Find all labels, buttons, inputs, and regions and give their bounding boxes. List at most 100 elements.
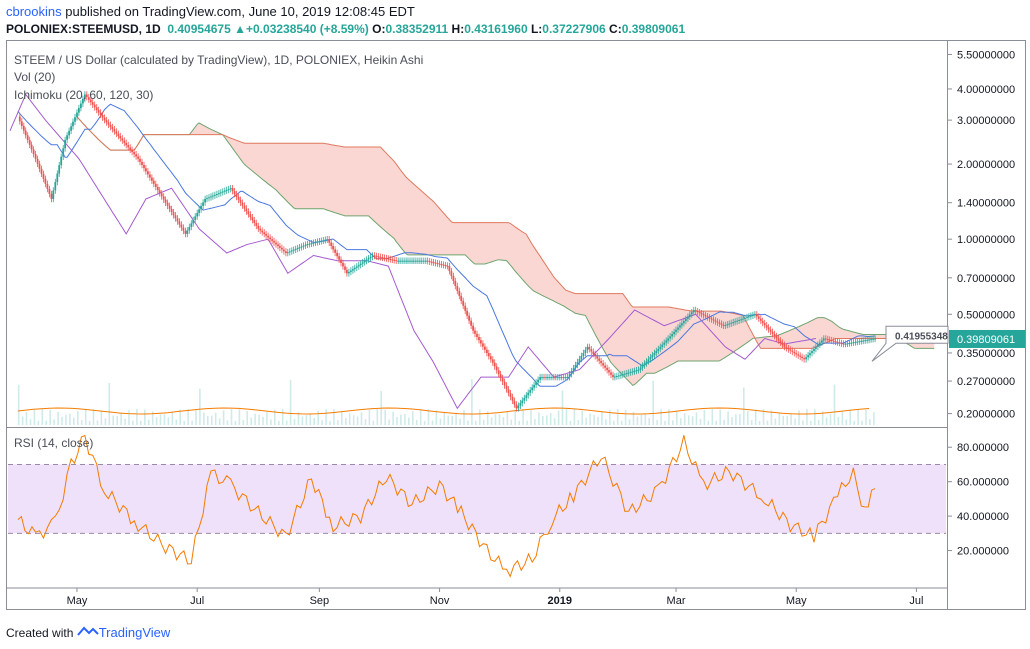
volume-bar: [333, 409, 335, 425]
volume-bar: [376, 409, 379, 425]
time-tick-label: Nov: [430, 595, 450, 607]
candle-body: [271, 239, 273, 241]
volume-bar: [711, 409, 714, 425]
author-link[interactable]: cbrookins: [6, 4, 62, 19]
pane-separator[interactable]: [6, 427, 948, 428]
candle-body: [196, 212, 199, 217]
volume-bar: [317, 410, 319, 425]
candle-body: [649, 357, 652, 360]
volume-bar: [88, 421, 91, 425]
candle-body: [807, 355, 809, 358]
volume-bar: [69, 413, 71, 425]
candle-body: [799, 355, 802, 357]
candle-body: [696, 311, 699, 313]
time-tick-label: Jul: [909, 595, 923, 607]
candle-body: [32, 149, 35, 155]
ichimoku-legend[interactable]: Ichimoku (20, 60, 120, 30): [14, 88, 154, 102]
main-legend[interactable]: STEEM / US Dollar (calculated by Trading…: [14, 53, 424, 67]
volume-bar: [624, 409, 627, 425]
candle-body: [68, 130, 70, 136]
open-value: 0.38352911: [385, 22, 449, 36]
volume-bar: [278, 420, 280, 425]
candle-body: [286, 252, 289, 254]
volume-bar: [762, 409, 765, 425]
candle-body: [395, 260, 398, 262]
candle-body: [740, 319, 742, 321]
candle-body: [582, 353, 585, 356]
price-axis[interactable]: [948, 40, 1026, 610]
candle-body: [312, 242, 315, 244]
candle-body: [789, 349, 792, 351]
candle-body: [89, 99, 92, 103]
candle-body: [513, 400, 516, 405]
volume-bar: [613, 420, 615, 425]
candle-body: [344, 266, 346, 270]
candle-body: [594, 353, 597, 357]
volume-bar: [644, 413, 647, 425]
volume-bar: [388, 419, 390, 425]
candle-body: [511, 396, 514, 401]
volume-bar: [297, 412, 300, 425]
volume-bar: [179, 409, 181, 425]
candle-body: [468, 315, 470, 321]
time-tick-label: May: [67, 595, 88, 607]
volume-bar: [214, 412, 217, 425]
high-label: H:: [451, 22, 465, 36]
volume-bar: [672, 420, 674, 425]
close-value: 0.39809061: [621, 22, 686, 36]
candle-body: [556, 377, 559, 379]
tradingview-logo-icon[interactable]: [76, 626, 99, 640]
candle-body: [407, 260, 409, 262]
volume-bar: [750, 419, 753, 425]
candle-body: [586, 346, 589, 350]
volume-bar: [526, 420, 528, 425]
candle-body: [168, 205, 171, 209]
volume-bar: [778, 412, 781, 425]
candle-body: [28, 140, 31, 145]
candle-body: [748, 316, 750, 318]
volume-bar: [565, 409, 568, 425]
candle-body: [24, 130, 27, 136]
volume-bar: [151, 411, 154, 425]
candle-body: [30, 144, 33, 150]
candle-body: [860, 340, 863, 342]
volume-legend[interactable]: Vol (20): [14, 70, 56, 84]
candle-body: [637, 369, 640, 371]
volume-bar: [57, 411, 59, 425]
candle-body: [275, 242, 277, 245]
candle-body: [129, 147, 132, 150]
candle-body: [432, 262, 435, 264]
candle-body: [505, 385, 508, 390]
candle-body: [769, 329, 772, 332]
symbol-name[interactable]: POLONIEX:STEEMUSD, 1D: [6, 22, 161, 36]
candle-body: [598, 358, 601, 361]
volume-bar: [628, 419, 631, 425]
rsi-legend[interactable]: RSI (14, close): [14, 436, 94, 450]
candle-body: [253, 220, 256, 223]
candle-body: [763, 323, 766, 326]
candle-body: [858, 341, 861, 343]
candle-body: [184, 230, 187, 234]
tradingview-brand[interactable]: TradingView: [98, 625, 171, 640]
candle-body: [434, 262, 437, 264]
volume-bar: [774, 418, 777, 425]
candle-body: [710, 318, 713, 320]
price-tick-label: 0.20000000: [957, 409, 1015, 421]
volume-bar: [132, 420, 134, 425]
volume-bar: [814, 409, 816, 425]
candle-body: [604, 365, 606, 368]
candle-body: [732, 322, 735, 324]
volume-bar: [546, 415, 548, 425]
candle-body: [726, 324, 729, 326]
candle-body: [458, 290, 461, 296]
candle-body: [722, 324, 725, 326]
candle-body: [131, 149, 133, 152]
volume-bar: [423, 421, 426, 425]
candle-body: [744, 317, 746, 319]
volume-bar: [534, 418, 536, 425]
candle-body: [702, 314, 705, 316]
volume-bar: [140, 420, 142, 425]
volume-bar: [100, 410, 103, 425]
candle-body: [64, 139, 66, 149]
